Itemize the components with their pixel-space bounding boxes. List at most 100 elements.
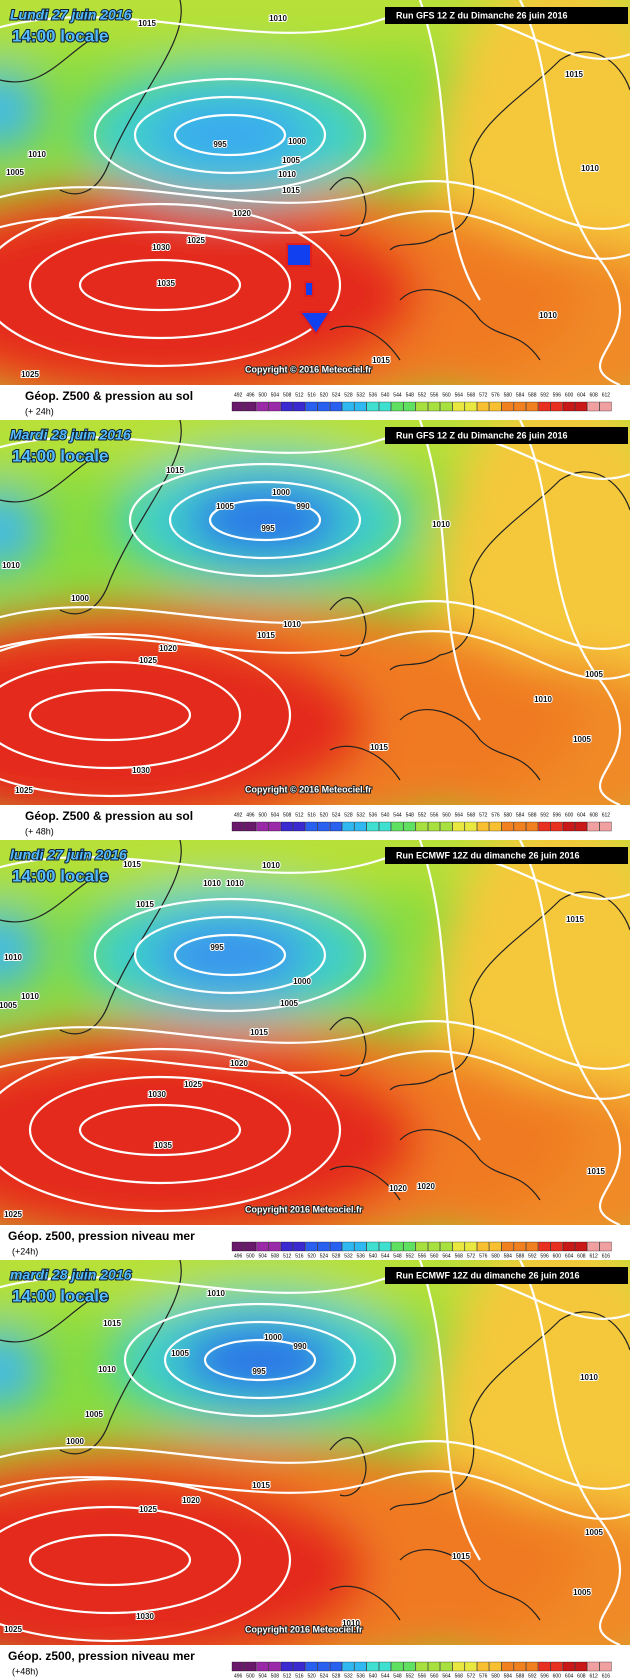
isobar-label: 1005 (85, 1410, 103, 1419)
high (0, 625, 370, 805)
scale-label: 568 (467, 392, 476, 398)
coast (329, 1311, 630, 1621)
scale-swatch (317, 1241, 330, 1252)
scale-label: 608 (589, 812, 598, 818)
scale-swatch (329, 821, 342, 832)
coast (329, 51, 630, 361)
scale-swatch (550, 1241, 563, 1252)
map-panel: 1015 1010 1015 1010 1005 995 1000 1005 1010 1015 1… (0, 0, 630, 420)
isobar (128, 462, 402, 578)
scale-swatch (280, 1661, 293, 1672)
caption: Géop. Z500 & pression au sol (25, 809, 193, 823)
isobar-label: 1005 (0, 1001, 17, 1010)
isobar (0, 209, 630, 261)
isobar-label: 1015 (250, 1028, 268, 1037)
coast (329, 471, 630, 781)
isobar (203, 1338, 317, 1382)
isobar (0, 1439, 630, 1491)
west-low (0, 490, 40, 570)
scale-label: 560 (442, 392, 451, 398)
scale-label: 584 (516, 812, 525, 818)
scale-swatch (415, 1241, 428, 1252)
map-panel: 1015 1010 1010 1010 1015 1015 1010 995 1010 1005 1… (0, 840, 630, 1260)
step: (+48h) (12, 1666, 38, 1676)
scale-label: 496 (246, 812, 255, 818)
isobar (0, 1047, 342, 1213)
isobar-label: 1000 (272, 488, 290, 497)
isobar-label: 1005 (216, 502, 234, 511)
scale-swatch (280, 821, 293, 832)
map: 1010 1015 1000 990 1005 995 1010 1010 1005 1000 10… (0, 1260, 630, 1645)
scale-swatch (587, 1241, 600, 1252)
scale-label: 612 (589, 1253, 598, 1259)
isobar-label: 1015 (252, 1481, 270, 1490)
scale-swatch (526, 401, 539, 412)
isobar-label: 1000 (264, 1333, 282, 1342)
scale-swatch (342, 401, 355, 412)
date: Mardi 28 juin 2016 (10, 427, 131, 443)
isobar-label: 1005 (585, 670, 603, 679)
scale-swatch (513, 401, 526, 412)
scale-label: 600 (553, 1673, 562, 1679)
isobar (418, 840, 481, 1141)
scale-label: 504 (271, 392, 280, 398)
scale-label: 524 (320, 1673, 329, 1679)
coast (0, 420, 182, 615)
scale-swatch (244, 1661, 257, 1672)
isobar-label: 1010 (4, 953, 22, 962)
marker (298, 311, 332, 336)
scale-swatch (464, 1661, 477, 1672)
scale-swatch (477, 401, 490, 412)
scale-swatch (305, 1661, 318, 1672)
isobars (0, 0, 630, 385)
isobar (418, 0, 481, 301)
isobar (418, 1260, 481, 1561)
isobar-label: 1015 (282, 186, 300, 195)
isobar-label: 1025 (4, 1210, 22, 1219)
scale-label: 612 (589, 1673, 598, 1679)
scale-label: 576 (479, 1253, 488, 1259)
scale-label: 596 (553, 392, 562, 398)
scale-label: 556 (418, 1673, 427, 1679)
scale-swatch (293, 401, 306, 412)
scale-label: 616 (602, 1253, 611, 1259)
scale-label: 564 (455, 812, 464, 818)
isobar-label: 1005 (171, 1349, 189, 1358)
isobar-label: 990 (296, 502, 310, 511)
scale-label: 540 (369, 1253, 378, 1259)
scale-swatch (575, 1661, 588, 1672)
isobar-label: 1020 (230, 1059, 248, 1068)
scale-swatch (366, 1241, 379, 1252)
scale-label: 512 (283, 1253, 292, 1259)
scale-label: 564 (455, 392, 464, 398)
isobar-label: 1010 (342, 1619, 360, 1628)
scale-label: 496 (246, 392, 255, 398)
isobar-label: 1010 (269, 14, 287, 23)
isobar-label: 1025 (4, 1625, 22, 1634)
scale-label: 500 (258, 392, 267, 398)
isobar (123, 1302, 397, 1418)
scale-swatch (575, 1241, 588, 1252)
scale-swatch (489, 821, 502, 832)
scale-swatch (342, 1661, 355, 1672)
high (0, 1470, 370, 1645)
scale-label: 584 (504, 1253, 513, 1259)
isobar (93, 897, 367, 1013)
scale-label: 596 (540, 1673, 549, 1679)
caption: Géop. z500, pression niveau mer (8, 1649, 195, 1663)
scale-swatch (575, 821, 588, 832)
scale-swatch (391, 401, 404, 412)
scale-swatch (587, 821, 600, 832)
scale-swatch (526, 1661, 539, 1672)
isobar (0, 849, 630, 901)
scale-swatch (587, 1661, 600, 1672)
scale-swatch (378, 1661, 392, 1672)
isobar-label: 1020 (159, 644, 177, 653)
scale-swatch (427, 1661, 441, 1672)
scale-label: 548 (393, 1673, 402, 1679)
scale-label: 588 (516, 1673, 525, 1679)
scale-label: 584 (504, 1673, 513, 1679)
isobar-label: 1010 (98, 1365, 116, 1374)
run-box (385, 1267, 628, 1284)
